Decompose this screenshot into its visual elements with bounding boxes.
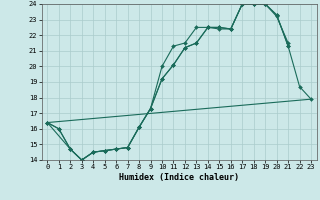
X-axis label: Humidex (Indice chaleur): Humidex (Indice chaleur) [119, 173, 239, 182]
